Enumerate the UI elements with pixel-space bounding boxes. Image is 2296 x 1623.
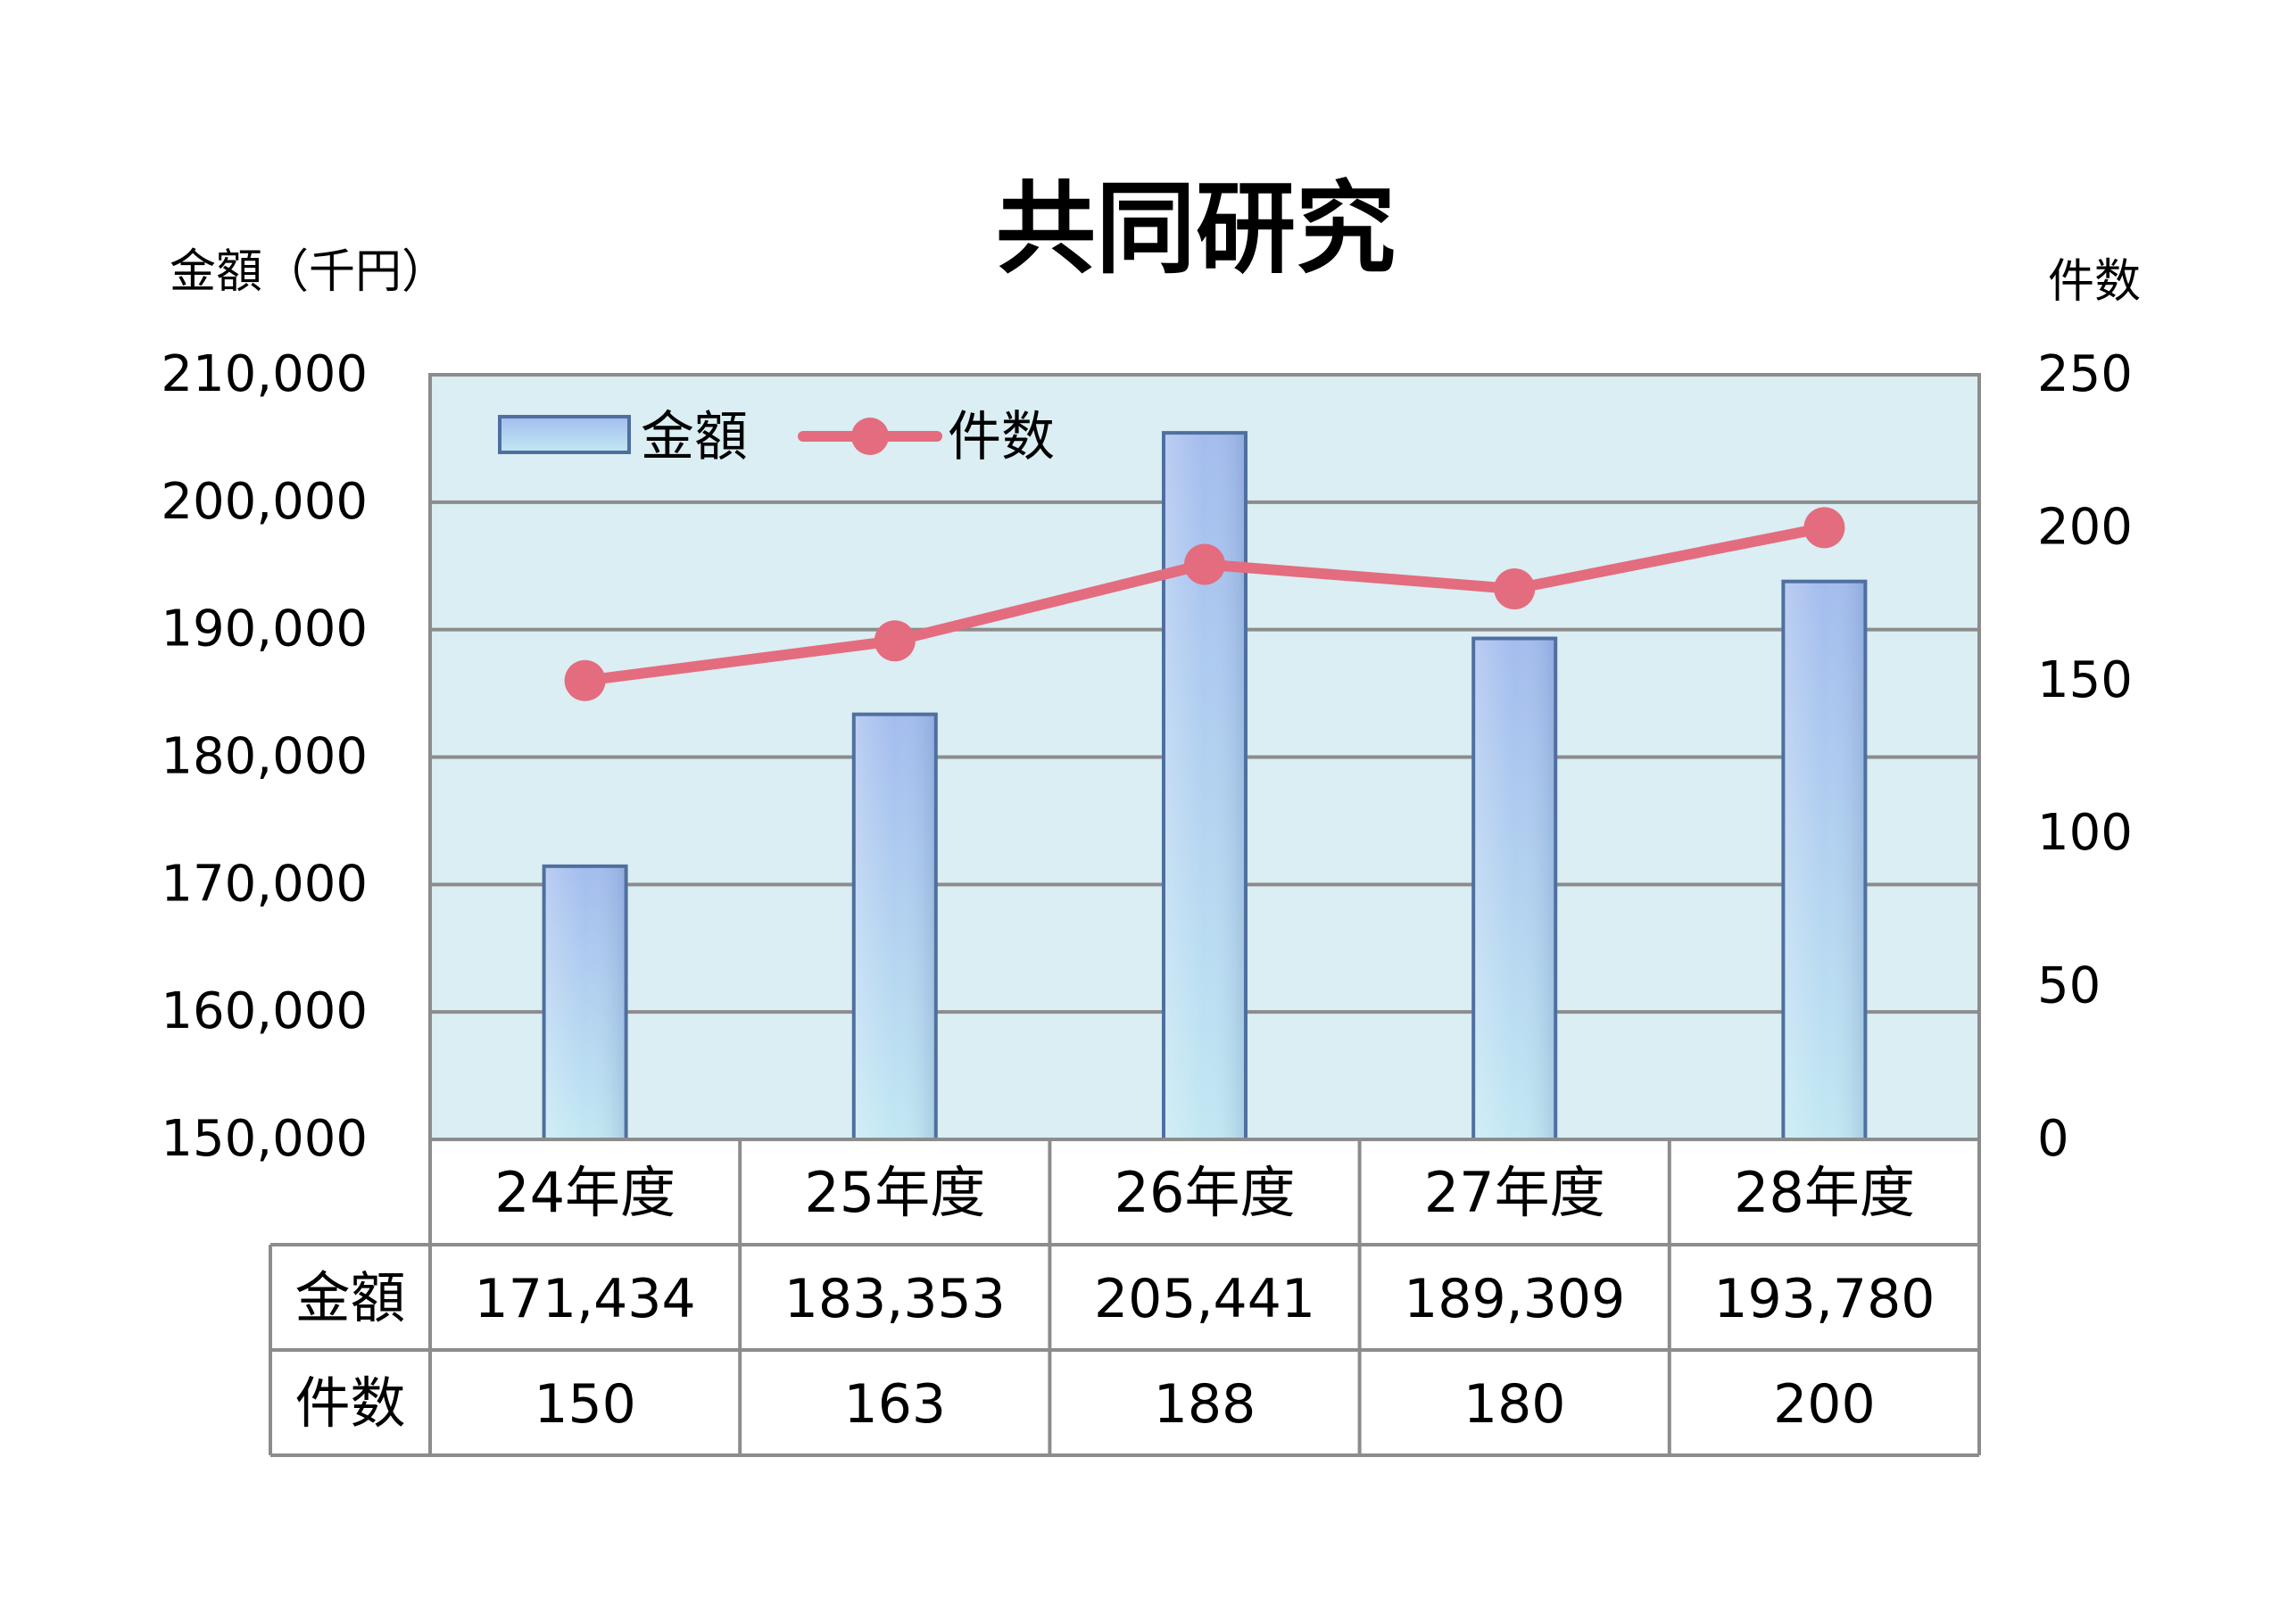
line-point [1803,507,1845,549]
line-series [564,507,1845,701]
y-right-axis-label: 件数 [2048,255,2141,309]
legend-swatch-marker [851,418,889,455]
x-tick-label: 25年度 [804,1160,985,1225]
bar-shading [1785,583,1864,1138]
legend-swatch-bar [498,415,631,454]
bar-shading [545,867,625,1138]
table-cell: 180 [1463,1373,1566,1436]
bar-shading [1475,640,1554,1138]
table-cell: 205,441 [1094,1268,1315,1330]
line-point [564,659,606,701]
table-cell: 163 [844,1373,947,1436]
y-left-tick-labels: 150,000 160,000 170,000 180,000 190,000 200,0… [161,345,368,1168]
table-cell: 188 [1154,1373,1256,1436]
y-left-tick-label: 190,000 [161,600,368,658]
legend-label-line: 件数 [948,406,1055,468]
bar-series [542,431,1868,1141]
y-right-tick-label: 250 [2037,345,2133,403]
table-cell: 200 [1773,1373,1876,1436]
table-cell: 171,434 [475,1268,696,1330]
chart-title: 共同研究 [996,171,1396,287]
y-left-tick-label: 170,000 [161,855,368,913]
table-row-header: 金額 [294,1265,405,1330]
y-right-tick-label: 100 [2037,804,2133,862]
table-row-header: 件数 [294,1370,405,1436]
bar-shading [1165,435,1244,1139]
table-cell: 189,309 [1404,1268,1625,1330]
line-point [1494,567,1536,609]
y-right-tick-label: 50 [2037,957,2101,1015]
table-cell: 193,780 [1713,1268,1935,1330]
y-right-tick-label: 150 [2037,651,2133,709]
bar-shading [855,716,934,1138]
table-cell: 150 [534,1373,636,1436]
legend: 金額 件数 [498,406,1055,468]
line-point [1184,543,1225,585]
x-tick-label: 26年度 [1115,1160,1296,1225]
y-right-tick-label: 0 [2037,1110,2069,1168]
y-left-tick-label: 160,000 [161,982,368,1040]
x-tick-label: 24年度 [494,1160,676,1225]
y-left-tick-label: 150,000 [161,1110,368,1168]
table-cell: 183,353 [784,1268,1006,1330]
y-right-tick-label: 200 [2037,498,2133,556]
line-point [874,620,916,662]
y-left-tick-label: 210,000 [161,345,368,403]
x-tick-label: 27年度 [1424,1160,1605,1225]
y-left-axis-label: 金額（千円） [170,245,448,299]
y-left-tick-label: 180,000 [161,728,368,786]
y-left-tick-label: 200,000 [161,473,368,531]
y-right-tick-labels: 0 50 100 150 200 250 [2037,345,2133,1168]
legend-label-bar: 金額 [641,406,748,468]
x-tick-label: 28年度 [1734,1160,1915,1225]
